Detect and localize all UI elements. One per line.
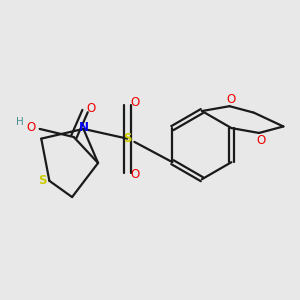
Text: O: O [26,121,35,134]
Text: S: S [38,174,46,187]
Text: O: O [131,168,140,181]
Text: O: O [86,102,96,115]
Text: O: O [256,134,265,147]
Text: N: N [79,121,89,134]
Text: O: O [226,92,236,106]
Text: S: S [123,132,131,145]
Text: O: O [131,96,140,110]
Text: H: H [16,117,24,128]
